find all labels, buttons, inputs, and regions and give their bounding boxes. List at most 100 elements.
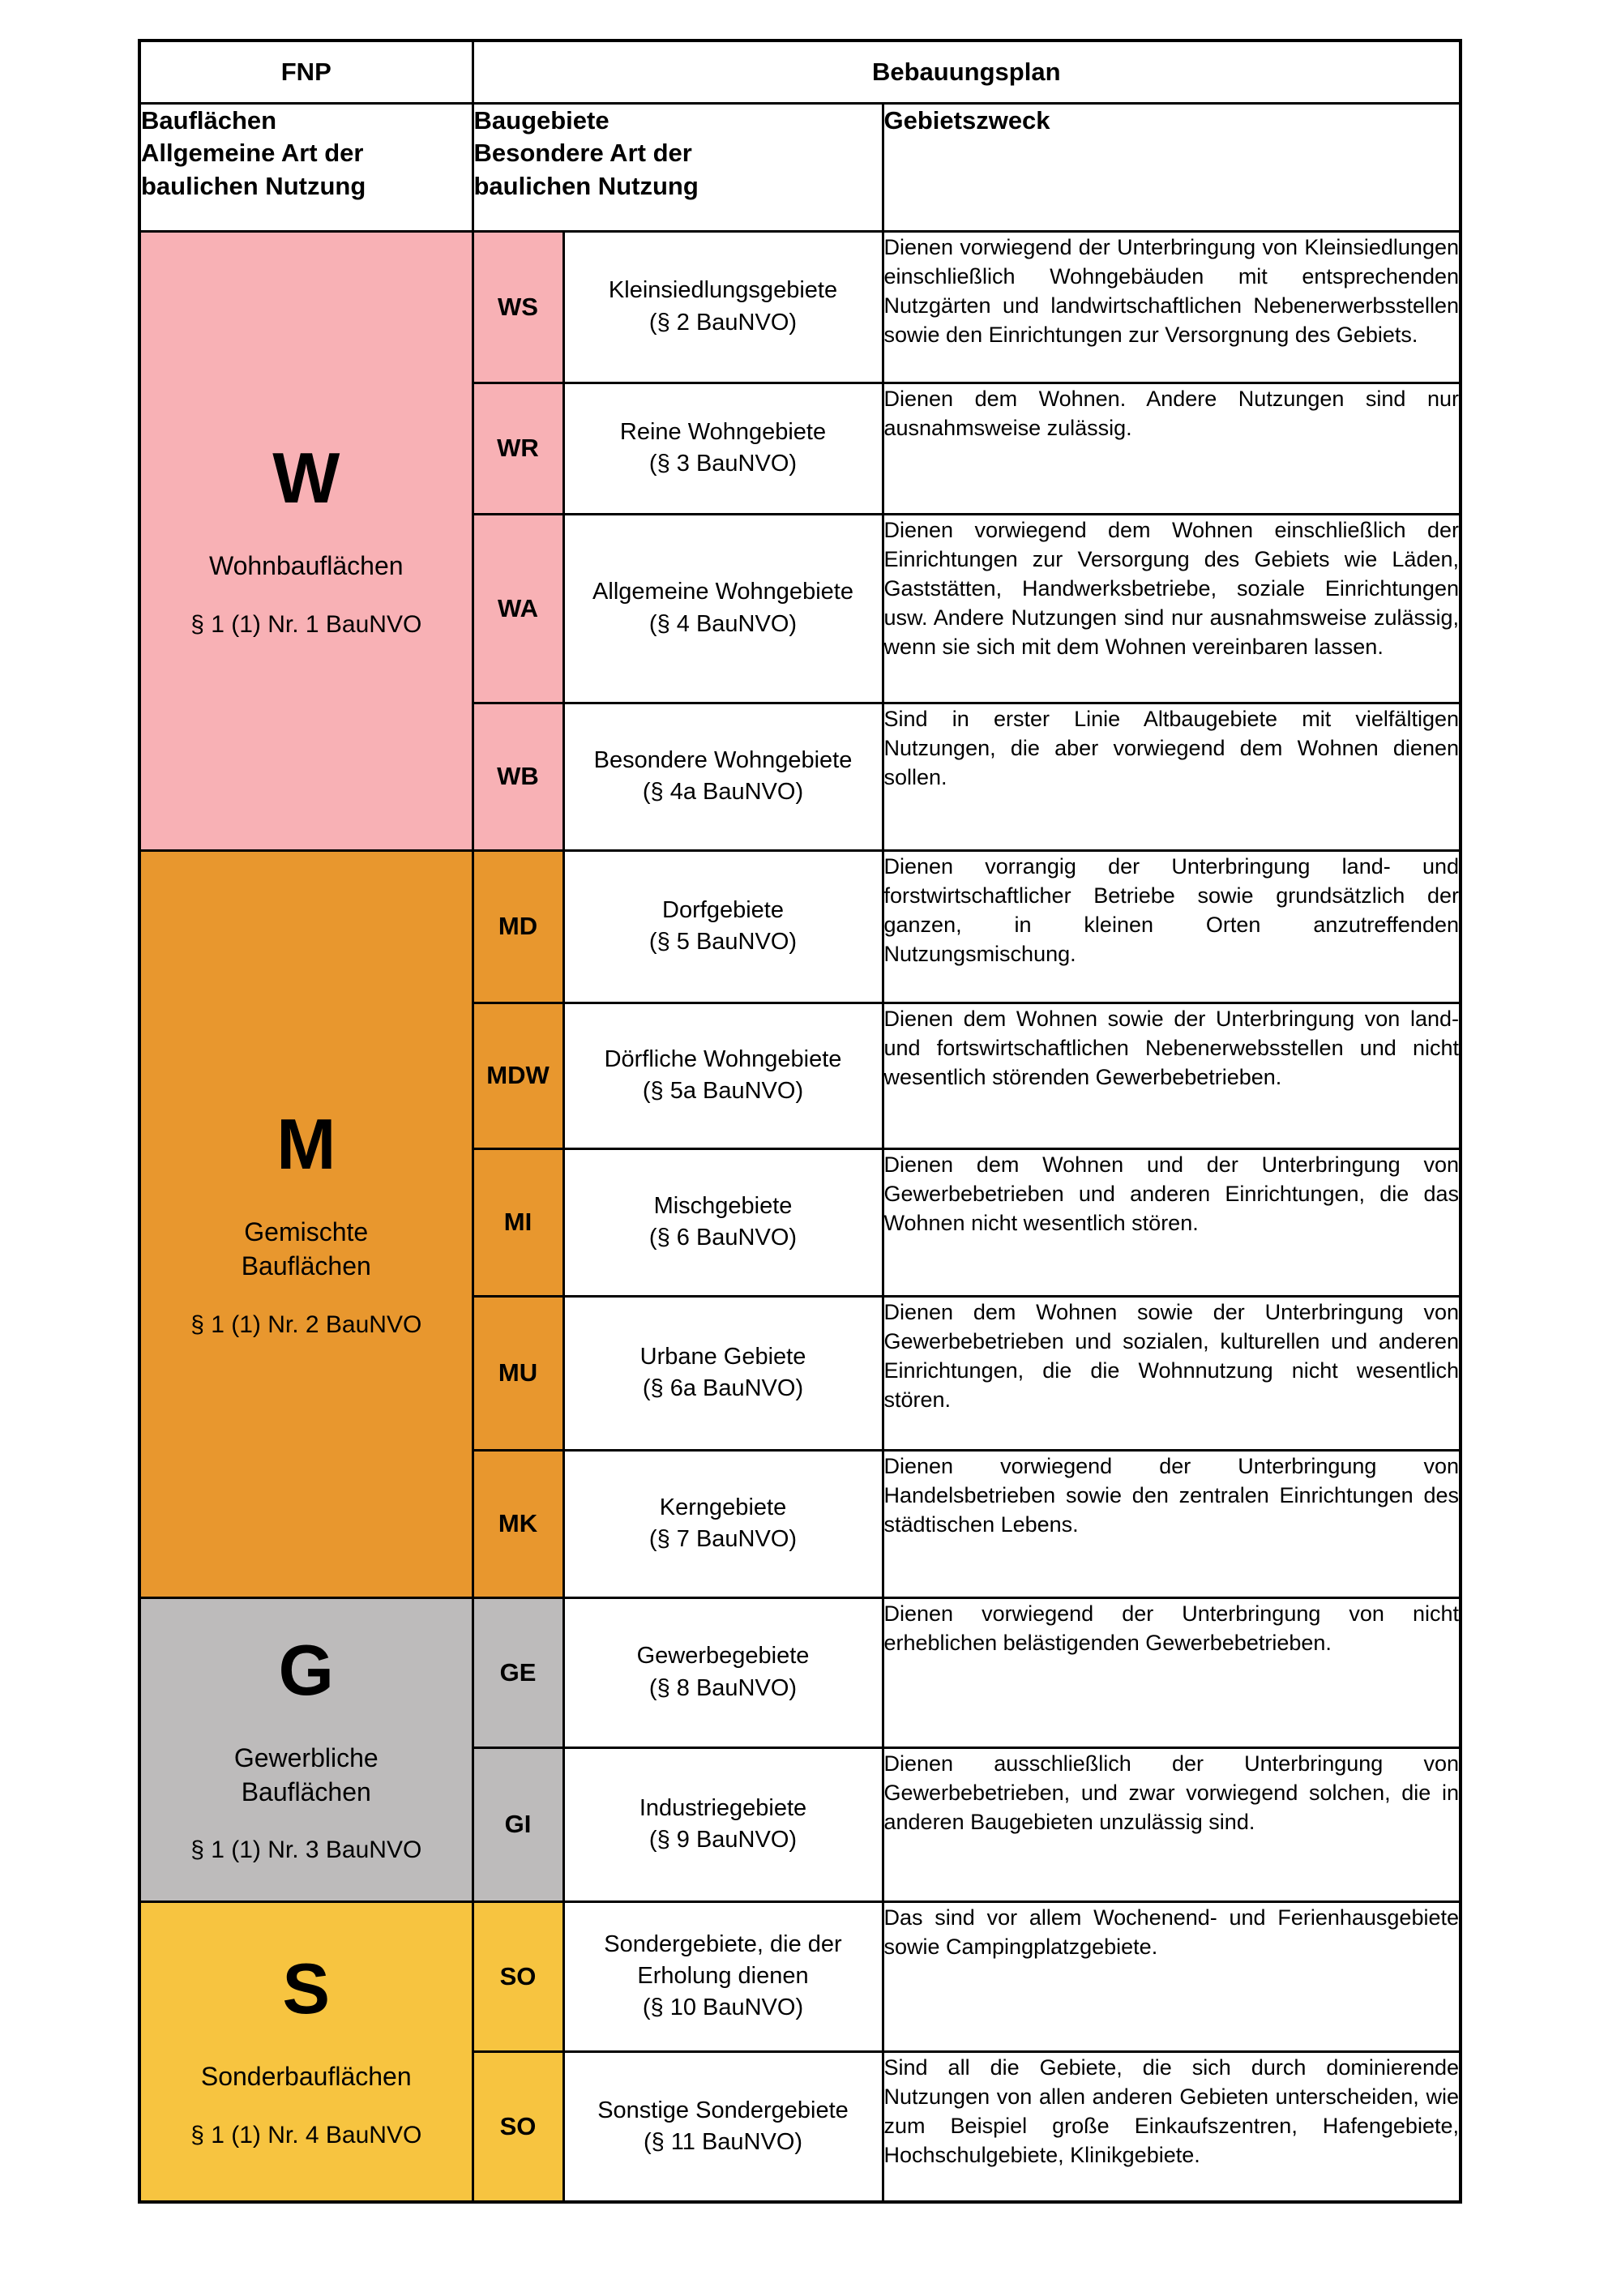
gebiet-law-ref: (§ 9 BauNVO) [648, 1827, 798, 1853]
purpose-cell: Dienen dem Wohnen. Andere Nutzungen sind… [881, 381, 1462, 515]
code-cell-md: MD [471, 849, 565, 1004]
purpose-cell: Dienen ausschließlich der Unterbringung … [881, 1746, 1462, 1903]
gebiet-name: Urbane Gebiete [639, 1343, 806, 1370]
bauflaechen-column-header: Bauflächen Allgemeine Art der baulichen … [138, 101, 474, 233]
gebiet-name: Dörfliche Wohngebiete [604, 1045, 842, 1072]
name-cell: Dorfgebiete (§ 5 BauNVO) [562, 849, 884, 1004]
table-row: MDW Dörfliche Wohngebiete (§ 5a BauNVO) … [139, 1001, 1462, 1150]
group-title: Gemischte Bauflächen [241, 1217, 371, 1281]
name-cell: Industriegebiete (§ 9 BauNVO) [562, 1746, 884, 1903]
code-cell-mu: MU [471, 1294, 565, 1452]
gebietszweck-column-header: Gebietszweck [881, 101, 1462, 233]
code-cell-wb: WB [471, 701, 565, 852]
purpose-cell: Dienen dem Wohnen sowie der Unterbringun… [881, 1001, 1462, 1150]
gebiet-law-ref: (§ 4a BauNVO) [642, 779, 804, 805]
purpose-cell: Dienen vorwiegend der Unterbringung von … [881, 229, 1462, 384]
group-letter: W [272, 438, 340, 519]
purpose-cell: Sind in erster Linie Altbaugebiete mit v… [881, 701, 1462, 852]
code-cell-ge: GE [471, 1596, 565, 1749]
group-law-ref: § 1 (1) Nr. 1 BauNVO [190, 610, 422, 638]
name-cell: Dörfliche Wohngebiete (§ 5a BauNVO) [562, 1001, 884, 1150]
table-row: WA Allgemeine Wohngebiete (§ 4 BauNVO) D… [139, 512, 1462, 704]
group-law-ref: § 1 (1) Nr. 3 BauNVO [190, 1836, 422, 1864]
group-letter: G [278, 1629, 334, 1710]
gebiet-name: Mischgebiete [653, 1192, 793, 1219]
gebiet-name: Industriegebiete [639, 1794, 807, 1821]
purpose-cell: Dienen vorrangig der Unterbringung land-… [881, 849, 1462, 1004]
table-row: MI Mischgebiete (§ 6 BauNVO) Dienen dem … [139, 1147, 1462, 1298]
gebiet-law-ref: (§ 10 BauNVO) [642, 1995, 804, 2021]
table-row: M Gemischte Bauflächen § 1 (1) Nr. 2 Bau… [138, 849, 1462, 1599]
code-cell-mk: MK [471, 1448, 565, 1599]
group-title: Sonderbauflächen [200, 2062, 412, 2092]
name-cell: Reine Wohngebiete (§ 3 BauNVO) [562, 381, 884, 515]
bebauungsplan-header: Bebauungsplan [471, 39, 1462, 105]
group-title: Wohnbauflächen [208, 551, 404, 581]
header-row-sub: Bauflächen Allgemeine Art der baulichen … [138, 101, 1462, 233]
gebiet-name: Gewerbegebiete [636, 1643, 810, 1670]
purpose-cell: Dienen dem Wohnen und der Unterbringung … [881, 1147, 1462, 1298]
gebiet-law-ref: (§ 8 BauNVO) [648, 1674, 798, 1701]
gebiet-law-ref: (§ 5a BauNVO) [642, 1078, 804, 1104]
gebiet-law-ref: (§ 6a BauNVO) [642, 1375, 804, 1401]
name-cell: Kerngebiete (§ 7 BauNVO) [562, 1448, 884, 1599]
gebiet-name: Allgemeine Wohngebiete [592, 579, 853, 605]
code-cell-wr: WR [471, 381, 565, 515]
group-title: Gewerbliche Bauflächen [233, 1742, 379, 1806]
purpose-cell: Sind all die Gebiete, die sich durch dom… [881, 2050, 1462, 2204]
code-cell-wa: WA [471, 512, 565, 704]
group-cell-w: W Wohnbauflächen § 1 (1) Nr. 1 BauNVO [138, 229, 474, 852]
gebiet-name: Besondere Wohngebiete [593, 746, 853, 773]
group-letter: M [276, 1104, 336, 1185]
code-cell-ws: WS [471, 229, 565, 384]
gebiet-name: Sondergebiete, die der Erholung dienen [604, 1930, 842, 1989]
gebiet-name: Dorfgebiete [662, 896, 784, 923]
code-cell-so-sonstige: SO [471, 2050, 565, 2204]
gebiet-name: Kleinsiedlungsgebiete [608, 277, 838, 304]
group-law-ref: § 1 (1) Nr. 4 BauNVO [190, 2122, 422, 2149]
purpose-cell: Das sind vor allem Wochenend- und Ferien… [881, 1900, 1462, 2053]
table-row: S Sonderbauflächen § 1 (1) Nr. 4 BauNVO … [138, 1900, 1462, 2204]
name-cell: Urbane Gebiete (§ 6a BauNVO) [562, 1294, 884, 1452]
group-cell-g: G Gewerbliche Bauflächen § 1 (1) Nr. 3 B… [138, 1596, 474, 1903]
purpose-cell: Dienen vorwiegend der Unterbringung von … [881, 1448, 1462, 1599]
table-row: MK Kerngebiete (§ 7 BauNVO) Dienen vorwi… [139, 1448, 1462, 1599]
purpose-cell: Dienen vorwiegend der Unterbringung von … [881, 1596, 1462, 1749]
table-row: WR Reine Wohngebiete (§ 3 BauNVO) Dienen… [139, 381, 1462, 515]
gebiet-law-ref: (§ 5 BauNVO) [648, 929, 798, 955]
table-row: W Wohnbauflächen § 1 (1) Nr. 1 BauNVO WS… [138, 229, 1462, 852]
name-cell: Sondergebiete, die der Erholung dienen (… [562, 1900, 884, 2053]
name-cell: Sonstige Sondergebiete (§ 11 BauNVO) [562, 2050, 884, 2204]
fnp-header: FNP [138, 39, 474, 105]
table-row: GI Industriegebiete (§ 9 BauNVO) Dienen … [139, 1746, 1462, 1903]
gebiet-name: Kerngebiete [659, 1494, 787, 1520]
gebiet-law-ref: (§ 6 BauNVO) [648, 1225, 798, 1251]
group-letter: S [282, 1948, 331, 2029]
code-cell-mi: MI [471, 1147, 565, 1298]
header-row-top: FNP Bebauungsplan [138, 39, 1462, 105]
purpose-cell: Dienen dem Wohnen sowie der Unterbringun… [881, 1294, 1462, 1452]
table-row: WB Besondere Wohngebiete (§ 4a BauNVO) S… [139, 701, 1462, 852]
gebiet-name: Sonstige Sondergebiete [597, 2097, 849, 2123]
purpose-cell: Dienen vorwiegend dem Wohnen einschließl… [881, 512, 1462, 704]
table-row: SO Sonstige Sondergebiete (§ 11 BauNVO) … [139, 2050, 1462, 2204]
group-law-ref: § 1 (1) Nr. 2 BauNVO [190, 1310, 422, 1338]
code-cell-so-erholung: SO [471, 1900, 565, 2053]
gebiet-law-ref: (§ 3 BauNVO) [648, 451, 798, 477]
baugebiete-column-header: Baugebiete Besondere Art der baulichen N… [471, 101, 884, 233]
landuse-table: FNP Bebauungsplan Bauflächen Allgemeine … [138, 39, 1462, 2204]
code-cell-gi: GI [471, 1746, 565, 1903]
group-cell-s: S Sonderbauflächen § 1 (1) Nr. 4 BauNVO [138, 1900, 474, 2204]
name-cell: Gewerbegebiete (§ 8 BauNVO) [562, 1596, 884, 1749]
code-cell-mdw: MDW [471, 1001, 565, 1150]
name-cell: Mischgebiete (§ 6 BauNVO) [562, 1147, 884, 1298]
group-cell-m: M Gemischte Bauflächen § 1 (1) Nr. 2 Bau… [138, 849, 474, 1599]
gebiet-law-ref: (§ 2 BauNVO) [648, 309, 798, 336]
gebiet-law-ref: (§ 4 BauNVO) [648, 610, 798, 637]
name-cell: Kleinsiedlungsgebiete (§ 2 BauNVO) [562, 229, 884, 384]
gebiet-name: Reine Wohngebiete [619, 418, 827, 445]
gebiet-law-ref: (§ 7 BauNVO) [648, 1526, 798, 1552]
name-cell: Besondere Wohngebiete (§ 4a BauNVO) [562, 701, 884, 852]
name-cell: Allgemeine Wohngebiete (§ 4 BauNVO) [562, 512, 884, 704]
